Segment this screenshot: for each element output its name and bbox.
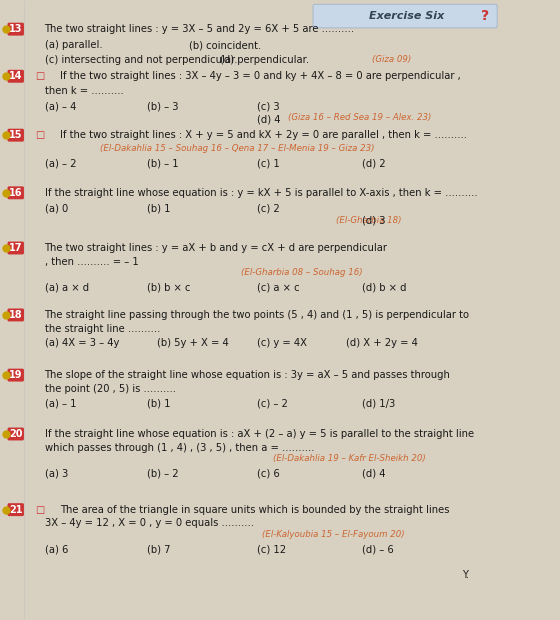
Text: (Giza 09): (Giza 09): [372, 55, 412, 64]
Text: (d) b × d: (d) b × d: [362, 283, 407, 293]
Text: which passes through (1 , 4) , (3 , 5) , then a = ..........: which passes through (1 , 4) , (3 , 5) ,…: [45, 443, 314, 453]
Text: (b) 1: (b) 1: [147, 203, 170, 213]
Text: (El-Dakahlia 15 – Souhag 16 – Qena 17 – El-Menia 19 – Giza 23): (El-Dakahlia 15 – Souhag 16 – Qena 17 – …: [100, 144, 374, 153]
Text: If the two straight lines : X + y = 5 and kX + 2y = 0 are parallel , then k = ..: If the two straight lines : X + y = 5 an…: [60, 130, 467, 140]
Text: (d) – 6: (d) – 6: [362, 544, 394, 554]
Text: The straight line passing through the two points (5 , 4) and (1 , 5) is perpendi: The straight line passing through the tw…: [45, 310, 470, 320]
Text: (a) 4X = 3 – 4y: (a) 4X = 3 – 4y: [45, 339, 119, 348]
Text: Y.: Y.: [461, 570, 468, 580]
Text: □: □: [35, 505, 44, 515]
Text: If the straight line whose equation is : y = kX + 5 is parallel to X-axis , then: If the straight line whose equation is :…: [45, 188, 477, 198]
Text: (Giza 16 – Red Sea 19 – Alex. 23): (Giza 16 – Red Sea 19 – Alex. 23): [288, 113, 432, 122]
Text: The two straight lines : y = 3X – 5 and 2y = 6X + 5 are ..........: The two straight lines : y = 3X – 5 and …: [45, 24, 354, 34]
Text: (El-Dakahlia 19 – Kafr El-Sheikh 20): (El-Dakahlia 19 – Kafr El-Sheikh 20): [273, 454, 426, 463]
Text: (b) 1: (b) 1: [147, 399, 170, 409]
FancyBboxPatch shape: [313, 4, 497, 28]
Text: (c) 1: (c) 1: [257, 159, 280, 169]
Text: 3X – 4y = 12 , X = 0 , y = 0 equals ..........: 3X – 4y = 12 , X = 0 , y = 0 equals ....…: [45, 518, 254, 528]
Text: 19: 19: [9, 370, 22, 380]
Text: 17: 17: [9, 243, 22, 253]
Text: 21: 21: [9, 505, 22, 515]
Text: (b) 5y + X = 4: (b) 5y + X = 4: [157, 339, 229, 348]
Text: (a) 3: (a) 3: [45, 469, 68, 479]
Text: the point (20 , 5) is ..........: the point (20 , 5) is ..........: [45, 384, 176, 394]
Text: (b) – 1: (b) – 1: [147, 159, 179, 169]
Text: (a) – 1: (a) – 1: [45, 399, 76, 409]
Text: (a) 6: (a) 6: [45, 544, 68, 554]
Text: (a) parallel.: (a) parallel.: [45, 40, 102, 50]
Text: (a) 0: (a) 0: [45, 203, 68, 213]
Text: 18: 18: [9, 310, 22, 320]
Text: (El-Gharbia 18): (El-Gharbia 18): [335, 216, 401, 224]
Text: 15: 15: [9, 130, 22, 140]
Text: (d) perpendicular.: (d) perpendicular.: [220, 55, 310, 64]
Text: (b) – 2: (b) – 2: [147, 469, 179, 479]
Text: (a) – 2: (a) – 2: [45, 159, 76, 169]
Text: (c) – 2: (c) – 2: [257, 399, 288, 409]
Text: the straight line ..........: the straight line ..........: [45, 324, 160, 334]
Text: (El-Kalyoubia 15 – El-Fayoum 20): (El-Kalyoubia 15 – El-Fayoum 20): [262, 530, 405, 539]
Text: (d) 3: (d) 3: [362, 215, 385, 225]
Text: 13: 13: [9, 24, 22, 34]
Text: (c) 2: (c) 2: [257, 203, 280, 213]
Text: (d) 4: (d) 4: [362, 469, 385, 479]
Text: (c) 3: (c) 3: [257, 102, 279, 112]
Text: (d) 1/3: (d) 1/3: [362, 399, 395, 409]
Text: The area of the triangle in square units which is bounded by the straight lines: The area of the triangle in square units…: [60, 505, 450, 515]
Text: The slope of the straight line whose equation is : 3y = aX – 5 and passes throug: The slope of the straight line whose equ…: [45, 370, 450, 380]
Text: □: □: [35, 130, 44, 140]
Text: If the straight line whose equation is : aX + (2 – a) y = 5 is parallel to the s: If the straight line whose equation is :…: [45, 429, 474, 439]
Text: (a) – 4: (a) – 4: [45, 102, 76, 112]
Text: 20: 20: [9, 429, 22, 439]
Text: If the two straight lines : 3X – 4y – 3 = 0 and ky + 4X – 8 = 0 are perpendicula: If the two straight lines : 3X – 4y – 3 …: [60, 71, 461, 81]
Text: (b) 7: (b) 7: [147, 544, 170, 554]
Text: , then .......... = – 1: , then .......... = – 1: [45, 257, 138, 267]
Text: (b) b × c: (b) b × c: [147, 283, 190, 293]
Text: (El-Gharbia 08 – Souhag 16): (El-Gharbia 08 – Souhag 16): [241, 268, 363, 277]
Text: (b) – 3: (b) – 3: [147, 102, 178, 112]
Text: (c) a × c: (c) a × c: [257, 283, 300, 293]
Text: 16: 16: [9, 188, 22, 198]
Text: (b) coincident.: (b) coincident.: [189, 40, 261, 50]
Text: ?: ?: [481, 9, 489, 23]
Text: The two straight lines : y = aX + b and y = cX + d are perpendicular: The two straight lines : y = aX + b and …: [45, 243, 388, 253]
Text: (a) a × d: (a) a × d: [45, 283, 88, 293]
Text: (c) intersecting and not perpendicular.: (c) intersecting and not perpendicular.: [45, 55, 237, 64]
Text: Exercise Six: Exercise Six: [369, 11, 444, 21]
Text: (c) y = 4X: (c) y = 4X: [257, 339, 307, 348]
Text: (c) 12: (c) 12: [257, 544, 286, 554]
Text: 14: 14: [9, 71, 22, 81]
Text: then k = ..........: then k = ..........: [45, 86, 123, 95]
Text: □: □: [35, 71, 44, 81]
Text: (d) 2: (d) 2: [362, 159, 385, 169]
Text: (c) 6: (c) 6: [257, 469, 280, 479]
Text: (d) 4: (d) 4: [257, 114, 281, 124]
Text: (d) X + 2y = 4: (d) X + 2y = 4: [346, 339, 418, 348]
